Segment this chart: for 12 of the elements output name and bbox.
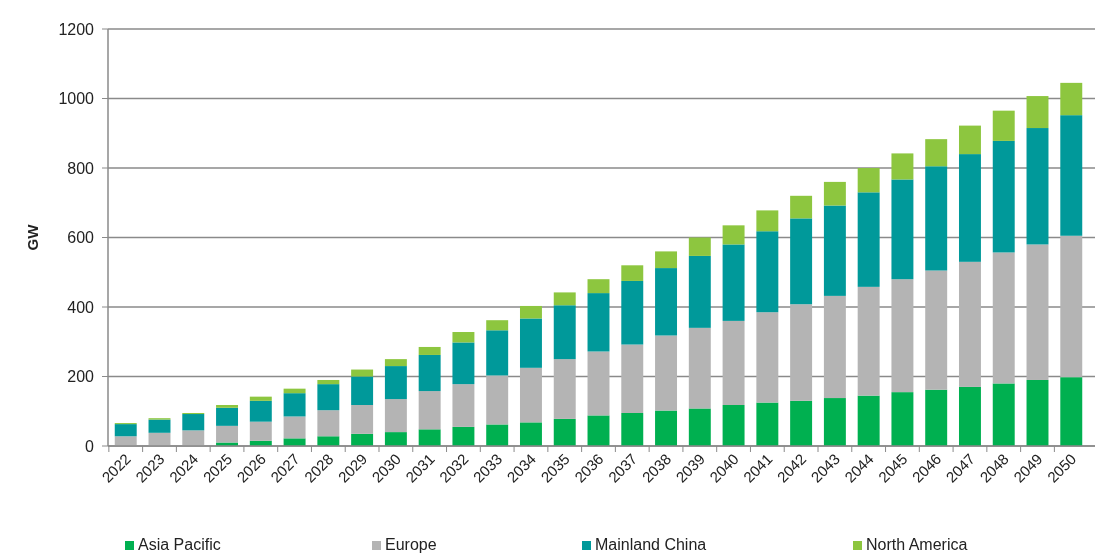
legend-label: Mainland China [595, 536, 707, 553]
legend-label: North America [866, 536, 968, 553]
y-tick-label: 1000 [58, 90, 95, 108]
y-tick-label: 0 [85, 437, 95, 455]
y-tick-label: 800 [67, 159, 95, 177]
y-axis-title: GW [24, 223, 41, 251]
y-tick-label: 400 [67, 298, 95, 316]
y-tick-label: 1200 [58, 20, 95, 38]
y-tick-label: 200 [67, 368, 95, 386]
legend-label: Europe [385, 536, 437, 553]
legend-label: Asia Pacific [138, 536, 221, 553]
y-tick-label: 600 [67, 229, 95, 247]
